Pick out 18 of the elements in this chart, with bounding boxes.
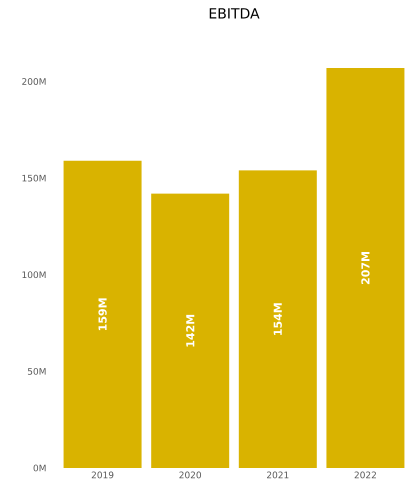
bar: [238, 170, 317, 468]
bar: [326, 68, 404, 468]
y-tick-label: 0M: [34, 464, 46, 472]
x-tick-label: 2021: [267, 472, 288, 478]
bar: [64, 160, 142, 468]
y-tick-label: 100M: [22, 271, 46, 278]
y-tick-label: 50M: [28, 368, 46, 375]
data-label: 207M: [361, 252, 370, 284]
y-tick-label: 150M: [22, 174, 46, 182]
x-tick-label: 2019: [92, 472, 114, 478]
chart-title: EBITDA: [210, 8, 260, 18]
x-tick-label: 2020: [179, 472, 202, 478]
data-label: 154M: [274, 303, 282, 335]
bar: [151, 194, 230, 468]
data-label: 159M: [98, 298, 107, 330]
y-tick-label: 200M: [22, 78, 46, 85]
x-tick-label: 2022: [354, 472, 376, 478]
data-label: 142M: [186, 314, 194, 347]
